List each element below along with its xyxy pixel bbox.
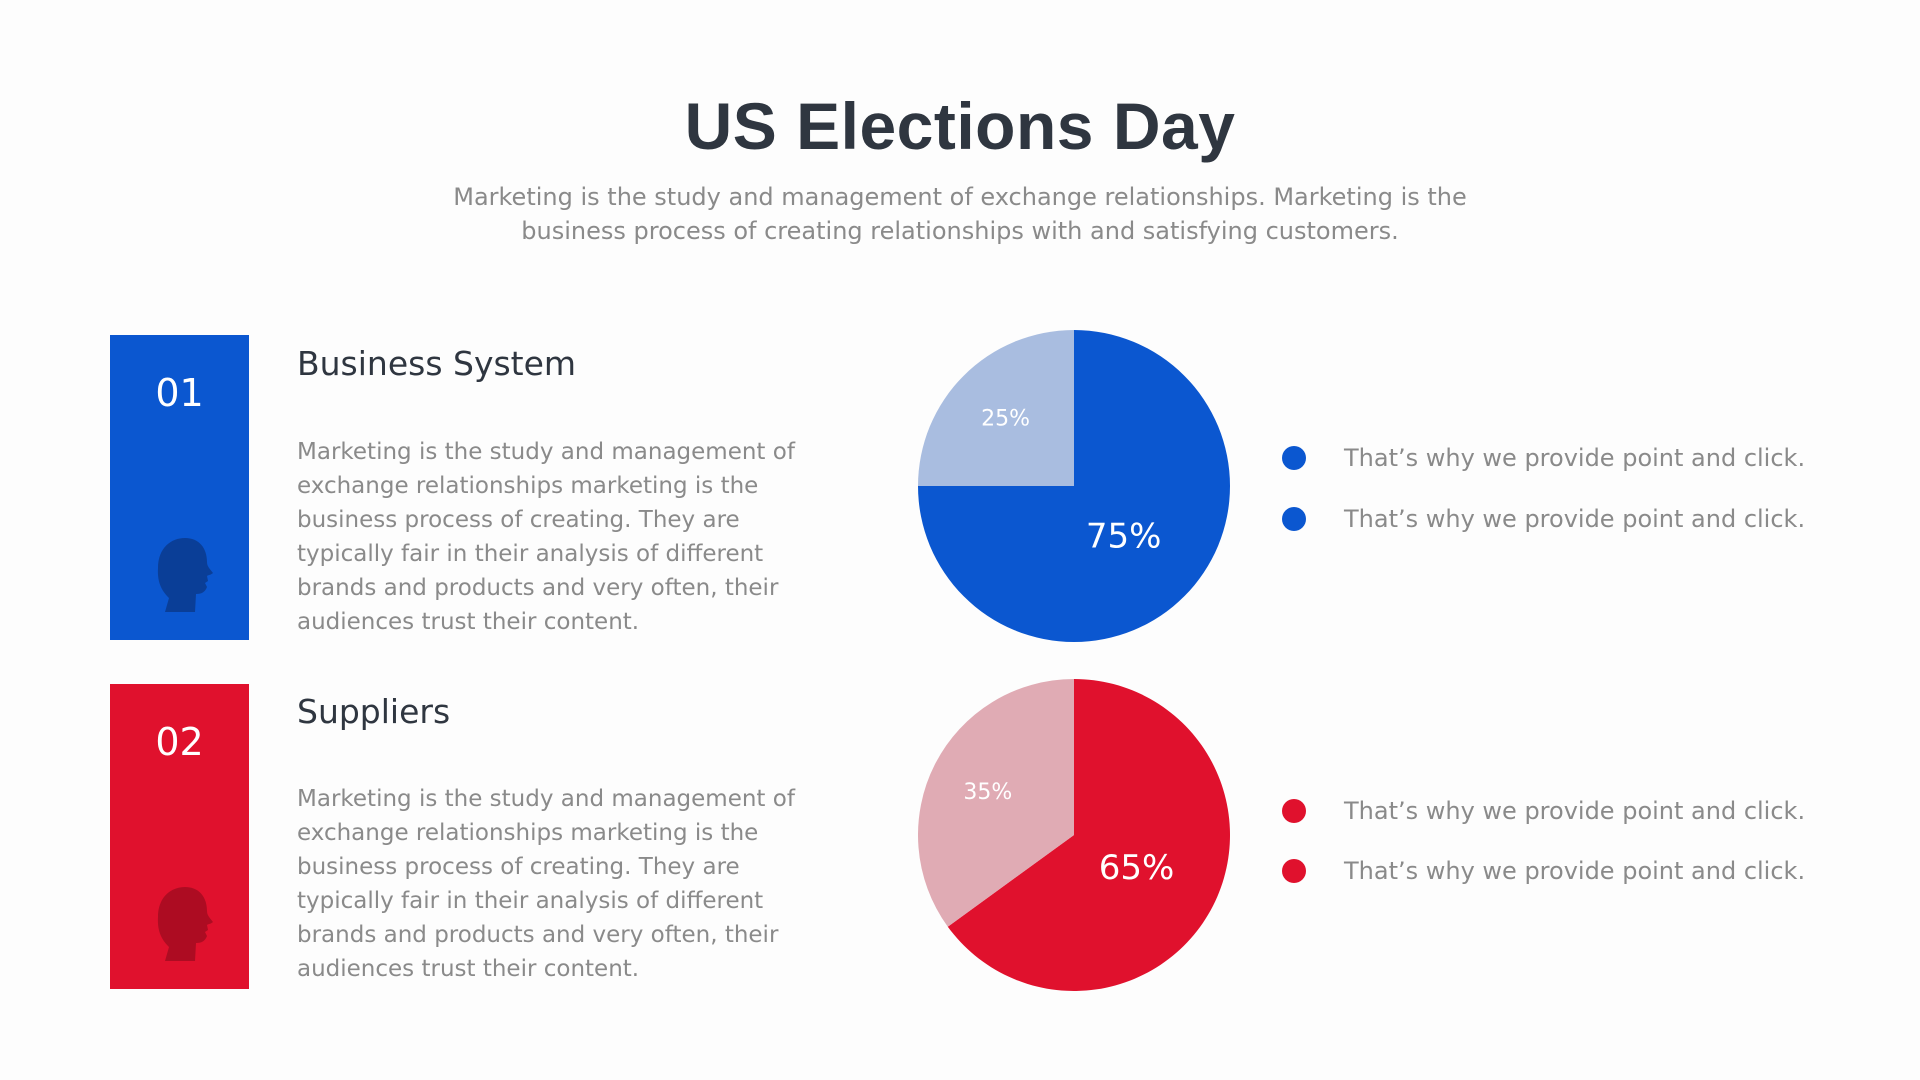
pie-slice-label: 65% bbox=[1099, 848, 1175, 888]
section-number: 02 bbox=[155, 720, 204, 764]
legend-dot bbox=[1282, 446, 1306, 470]
legend-dot bbox=[1282, 799, 1306, 823]
section-card-02: 02 bbox=[110, 684, 249, 989]
pie-slice bbox=[918, 679, 1074, 927]
legend-dot bbox=[1282, 507, 1306, 531]
pie-slice bbox=[918, 330, 1074, 486]
legend-text: That’s why we provide point and click. bbox=[1344, 444, 1806, 472]
pie-slice-label: 75% bbox=[1086, 517, 1162, 557]
pie-slice bbox=[947, 679, 1230, 991]
legend-item: That’s why we provide point and click. bbox=[1282, 796, 1805, 826]
section-title: Business System bbox=[297, 344, 577, 383]
section-card-01: 01 bbox=[110, 335, 249, 640]
legend-dot bbox=[1282, 859, 1306, 883]
page-title: US Elections Day bbox=[684, 89, 1236, 163]
legend-item: That’s why we provide point and click. bbox=[1282, 856, 1805, 886]
section-title: Suppliers bbox=[297, 692, 451, 731]
section-body: Marketing is the study and management of… bbox=[297, 439, 795, 635]
legend-item: That’s why we provide point and click. bbox=[1282, 443, 1805, 473]
pie-chart-blue: 75% 25% bbox=[918, 330, 1230, 642]
pie-chart-red: 65% 35% bbox=[918, 679, 1230, 991]
legend-text: That’s why we provide point and click. bbox=[1344, 857, 1806, 885]
legend-item: That’s why we provide point and click. bbox=[1282, 504, 1805, 534]
page-subtitle: Marketing is the study and management of… bbox=[453, 183, 1467, 245]
person-head-icon bbox=[157, 887, 213, 961]
legend-text: That’s why we provide point and click. bbox=[1344, 797, 1806, 825]
person-head-icon bbox=[157, 538, 213, 612]
section-number: 01 bbox=[155, 371, 204, 415]
pie-slice-label: 25% bbox=[981, 406, 1030, 431]
section-body: Marketing is the study and management of… bbox=[297, 786, 795, 982]
legend-text: That’s why we provide point and click. bbox=[1344, 505, 1806, 533]
pie-slice-label: 35% bbox=[963, 780, 1012, 805]
